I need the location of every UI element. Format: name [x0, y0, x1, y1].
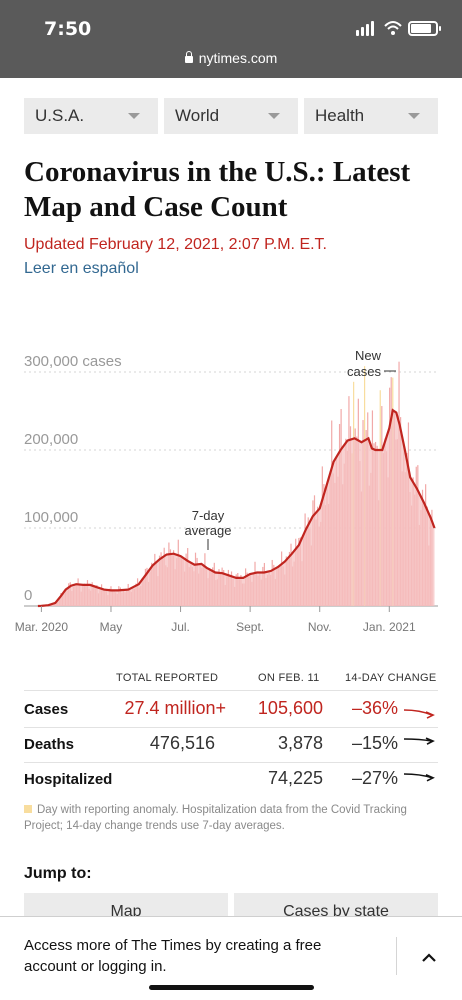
row-label: Hospitalized	[24, 771, 113, 788]
trend-arrow-icon	[403, 709, 435, 719]
deaths-change: –15%	[351, 733, 398, 753]
cases-chart: 300,000 cases 200,000 100,000 0 Mar. 2020 Ma…	[15, 348, 438, 634]
browser-status-bar: 7:50 nytimes.com	[0, 0, 462, 78]
y-tick-label: 100,000	[24, 509, 78, 526]
row-divider	[24, 727, 438, 728]
average-line	[37, 408, 436, 608]
footnote-text: Day with reporting anomaly. Hospitalizat…	[24, 804, 407, 832]
caret-down-icon	[268, 113, 280, 119]
x-tick-label: Mar. 2020	[15, 620, 69, 634]
row-divider	[24, 690, 438, 691]
nav-select-label: Health	[315, 106, 365, 125]
y-tick-label: 200,000	[24, 431, 78, 448]
address-bar[interactable]: nytimes.com	[0, 50, 462, 66]
updated-timestamp: Updated February 12, 2021, 2:07 P.M. E.T…	[24, 236, 327, 253]
row-label: Deaths	[24, 736, 75, 753]
home-indicator	[149, 985, 314, 990]
wifi-icon	[384, 21, 402, 35]
hospitalized-day: 74,225	[267, 768, 323, 788]
cases-total: 27.4 million+	[124, 698, 226, 718]
lock-icon	[184, 51, 193, 63]
y-tick-label: 300,000 cases	[24, 353, 122, 370]
annotation-average: 7-day	[192, 508, 225, 523]
trend-arrow-icon	[403, 773, 435, 782]
x-tick-label: Sept.	[236, 620, 264, 634]
column-header-total: TOTAL REPORTED	[116, 672, 219, 684]
nav-select-world[interactable]: World	[164, 98, 298, 134]
jump-to-heading: Jump to:	[24, 865, 92, 882]
divider	[396, 937, 397, 975]
nav-select-usa[interactable]: U.S.A.	[24, 98, 158, 134]
x-tick-label: Jan. 2021	[363, 620, 416, 634]
row-divider	[24, 762, 438, 763]
chevron-up-icon[interactable]	[422, 951, 436, 965]
spanish-version-link[interactable]: Leer en español	[24, 260, 139, 277]
column-header-day: ON FEB. 11	[258, 672, 320, 684]
annotation-average: average	[185, 523, 232, 538]
column-header-change: 14-DAY CHANGE	[345, 672, 437, 684]
x-tick-label: May	[100, 620, 123, 634]
annotation-new-cases: New	[355, 348, 382, 363]
battery-icon	[408, 21, 441, 36]
nav-select-label: U.S.A.	[35, 106, 85, 125]
cases-day: 105,600	[257, 698, 323, 718]
page-title: Coronavirus in the U.S.: Latest Map and …	[24, 156, 411, 223]
nav-select-health[interactable]: Health	[304, 98, 438, 134]
banner-text: Access more of The Times by creating a f…	[24, 937, 322, 975]
status-time: 7:50	[44, 18, 92, 40]
annotation-new-cases: cases	[347, 364, 381, 379]
row-label: Cases	[24, 701, 69, 718]
deaths-day: 3,878	[277, 733, 323, 753]
chart-footnote: Day with reporting anomaly. Hospitalizat…	[24, 802, 438, 834]
nav-select-label: World	[175, 106, 220, 125]
hospitalized-change: –27%	[351, 768, 398, 788]
anomaly-swatch	[24, 805, 32, 813]
caret-down-icon	[408, 113, 420, 119]
y-tick-label: 0	[24, 587, 32, 604]
x-tick-label: Nov.	[308, 620, 332, 634]
cases-change: –36%	[351, 698, 398, 718]
trend-arrow-icon	[403, 737, 435, 745]
caret-down-icon	[128, 113, 140, 119]
deaths-total: 476,516	[149, 733, 215, 753]
url-text: nytimes.com	[198, 50, 278, 66]
x-tick-label: Jul.	[171, 620, 190, 634]
